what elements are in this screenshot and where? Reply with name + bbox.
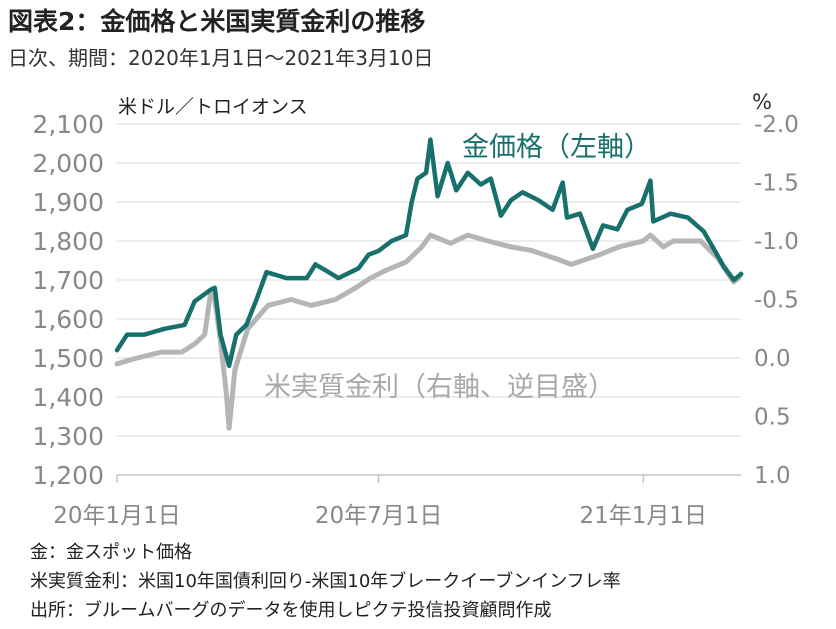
left-tick-label: 1,400 [32, 383, 104, 412]
chart-subtitle: 日次、期間：2020年1月1日～2021年3月10日 [8, 46, 434, 70]
series-lines [114, 137, 744, 431]
left-tick-label: 2,000 [32, 149, 104, 178]
x-axis-ticks: 20年1月1日 20年7月1日 21年1月1日 [53, 475, 707, 529]
footnote-gold: 金：金スポット価格 [30, 542, 192, 563]
x-tick-label: 21年1月1日 [579, 503, 707, 529]
right-axis-unit: % [752, 90, 772, 114]
right-tick-label: 1.0 [754, 463, 791, 489]
footnotes: 金：金スポット価格 米実質金利：米国10年国債利回り-米国10年ブレークイーブン… [30, 538, 621, 625]
right-tick-label: -1.0 [754, 229, 799, 255]
left-tick-label: 1,900 [32, 188, 104, 217]
right-tick-label: -1.5 [754, 171, 799, 197]
left-tick-label: 1,300 [32, 422, 104, 451]
right-axis-ticks: -2.0 -1.5 -1.0 -0.5 0.0 0.5 1.0 [754, 112, 799, 489]
x-tick-label: 20年7月1日 [315, 503, 443, 529]
left-tick-label: 1,200 [32, 461, 104, 490]
series-label-real-rate: 米実質金利（右軸、逆目盛） [264, 372, 615, 403]
right-tick-label: 0.5 [754, 405, 791, 431]
footnote-real-rate: 米実質金利：米国10年国債利回り-米国10年ブレークイーブンインフレ率 [30, 571, 621, 592]
left-tick-label: 1,800 [32, 227, 104, 256]
footnote-source: 出所：ブルームバーグのデータを使用しピクテ投信投資顧問作成 [30, 600, 552, 621]
left-tick-label: 1,700 [32, 266, 104, 295]
left-tick-label: 2,100 [32, 110, 104, 139]
series-label-gold: 金価格（左軸） [462, 132, 651, 163]
left-tick-label: 1,600 [32, 305, 104, 334]
right-tick-label: -0.5 [754, 288, 799, 314]
left-axis-ticks: 2,100 2,000 1,900 1,800 1,700 1,600 1,500 1,400… [32, 110, 104, 490]
left-axis-unit: 米ドル／トロイオンス [118, 96, 308, 118]
right-tick-label: -2.0 [754, 112, 799, 138]
gold-price-line [114, 137, 744, 369]
left-tick-label: 1,500 [32, 344, 104, 373]
chart-title: 図表2：金価格と米国実質金利の推移 [8, 7, 426, 36]
right-tick-label: 0.0 [754, 346, 791, 372]
x-tick-label: 20年1月1日 [53, 503, 181, 529]
